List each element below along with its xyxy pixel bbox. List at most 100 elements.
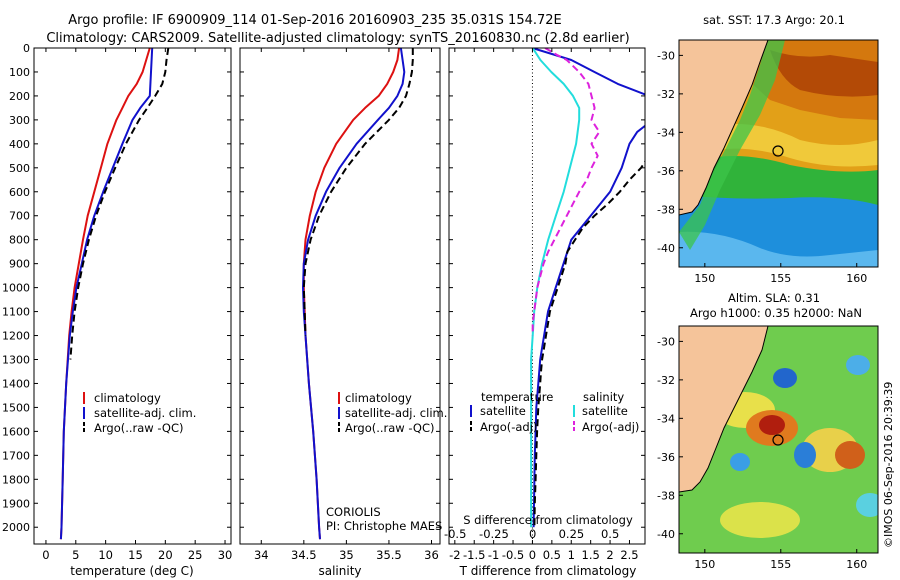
- sst-coast-strip: [679, 40, 785, 250]
- salinity-x-ticks: 34 34.5 35 35.5 36: [254, 48, 439, 562]
- s-diff-tick-label: -0.25: [479, 527, 509, 541]
- sst-lon-ticks: 150 155 160: [694, 263, 867, 285]
- sst-cold-patch: [679, 231, 878, 267]
- s-diff-tick-label: 0.25: [559, 527, 585, 541]
- legend-salinity-heading: salinity: [583, 390, 624, 404]
- depth-tick-label: 2000: [2, 521, 30, 534]
- depth-tick-label: 800: [9, 234, 30, 247]
- x-tick-label: 5: [72, 548, 79, 562]
- depth-tick-label: 1300: [2, 353, 30, 366]
- depth-tick-label: 0: [23, 42, 30, 55]
- lat-tick-label: -34: [657, 412, 675, 425]
- depth-tick-label: 100: [9, 66, 30, 79]
- depth-tick-label: 1500: [2, 401, 30, 414]
- lon-tick-label: 150: [694, 558, 715, 571]
- lat-tick-label: -40: [657, 528, 675, 541]
- temperature-lines: [59, 48, 170, 540]
- difference-lines: [530, 48, 645, 544]
- sla-map-content: [679, 326, 878, 553]
- depth-tick-label: 1700: [2, 449, 30, 462]
- sla-map-title-2: Argo h1000: 0.35 h2000: NaN: [690, 306, 862, 320]
- depth-tick-label: 600: [9, 186, 30, 199]
- lat-tick-label: -32: [657, 88, 675, 101]
- sla-lat-ticks: -30 -32 -34 -36 -38 -40: [657, 335, 683, 541]
- t-difference-xlabel: T difference from climatology: [459, 564, 637, 578]
- s-diff-tick-label: -0.5: [444, 527, 466, 541]
- difference-legend: temperature salinity satellite Argo(-adj…: [470, 390, 639, 434]
- x-tick-label: 1: [568, 548, 575, 562]
- difference-panel: -2 -1.5 -1 -0.5 0 0.5 1 1.5 2 2.5 -0.5 -0.25 0 0.25 0…: [444, 47, 646, 578]
- x-tick-label: 2.5: [620, 548, 638, 562]
- s-difference-ticks: -0.5 -0.25 0 0.25 0.5: [444, 527, 619, 541]
- t-difference-x-ticks: -2 -1.5 -1 -0.5 0 0.5 1 1.5 2 2.5: [449, 48, 639, 562]
- x-tick-label: 34.5: [291, 548, 317, 562]
- lat-tick-label: -36: [657, 451, 675, 464]
- title-line-2: Climatology: CARS2009. Satellite-adjuste…: [46, 31, 629, 46]
- depth-tick-label: 500: [9, 162, 30, 175]
- legend-argo-label: Argo(..raw -QC): [94, 421, 184, 435]
- lat-tick-label: -40: [657, 242, 675, 255]
- sla-land: [679, 326, 769, 493]
- lon-tick-label: 160: [846, 272, 867, 285]
- x-tick-label: 25: [188, 548, 203, 562]
- series-line-argo-raw-qc: [302, 48, 414, 336]
- depth-tick-labels: 0 100 200 300 400 500 600 700 800 900 1000 1100 1200…: [2, 42, 645, 534]
- legend-climatology-label: climatology: [94, 391, 161, 405]
- x-tick-label: 36: [424, 548, 439, 562]
- lat-tick-label: -32: [657, 374, 675, 387]
- x-tick-label: -1: [488, 548, 499, 562]
- x-tick-label: 35: [339, 548, 354, 562]
- sla-blue-2: [794, 442, 816, 468]
- sla-blue-1: [773, 368, 797, 388]
- sla-orange-2: [835, 441, 865, 469]
- legend-argo-label: Argo(..raw -QC): [345, 421, 435, 435]
- temperature-panel: 0100200300400500600700800900100011001200…: [2, 42, 645, 578]
- x-tick-label: 35.5: [376, 548, 402, 562]
- series-line-climatology: [59, 48, 151, 540]
- sla-cyan-1: [856, 493, 878, 517]
- x-tick-label: 0: [42, 548, 49, 562]
- legend-s-argo-label: Argo(-adj): [582, 420, 639, 434]
- lon-tick-label: 155: [770, 558, 791, 571]
- depth-tick-label: 1400: [2, 377, 30, 390]
- x-tick-label: -0.5: [502, 548, 524, 562]
- difference-axes-frame: [448, 47, 646, 545]
- series-line-salinity-argo-adj: [531, 48, 601, 336]
- series-line-salinity-satellite: [530, 48, 581, 528]
- s-diff-tick-label: 0.5: [601, 527, 619, 541]
- sla-map-frame: [678, 325, 879, 554]
- depth-tick-label: 200: [9, 90, 30, 103]
- depth-tick-label: 1200: [2, 330, 30, 343]
- temperature-xlabel: temperature (deg C): [70, 564, 193, 578]
- depth-tick-label: 400: [9, 138, 30, 151]
- lat-tick-label: -34: [657, 126, 675, 139]
- x-tick-label: 15: [128, 548, 143, 562]
- annotation-coriolis: CORIOLIS: [326, 505, 381, 519]
- depth-tick-label: 1100: [2, 306, 30, 319]
- lat-tick-label: -30: [657, 49, 675, 62]
- sst-land: [679, 40, 769, 216]
- depth-tick-label: 300: [9, 114, 30, 127]
- x-tick-label: 0.5: [543, 548, 561, 562]
- legend-t-satellite-label: satellite: [480, 404, 526, 418]
- sst-light-band: [715, 124, 878, 167]
- x-tick-label: 10: [98, 548, 113, 562]
- depth-tick-label: 1000: [2, 282, 30, 295]
- sst-green-zone: [700, 156, 878, 207]
- series-line-satellite-adj-clim: [302, 48, 406, 540]
- legend-temperature-heading: temperature: [481, 390, 553, 404]
- s-difference-label: S difference from climatology: [463, 513, 633, 527]
- x-tick-label: -1.5: [463, 548, 485, 562]
- sst-hot-patch: [770, 50, 878, 97]
- x-tick-label: 20: [158, 548, 173, 562]
- x-tick-label: 34: [254, 548, 269, 562]
- annotation-pi: PI: Christophe MAES: [326, 519, 442, 533]
- legend-s-satellite-label: satellite: [582, 404, 628, 418]
- lat-tick-label: -36: [657, 165, 675, 178]
- depth-tick-label: 1800: [2, 473, 30, 486]
- sla-map: Altim. SLA: 0.31 Argo h1000: 0.35 h2000:…: [657, 291, 879, 571]
- sst-argo-marker: [772, 145, 784, 157]
- sst-map-title: sat. SST: 17.3 Argo: 20.1: [703, 13, 845, 27]
- legend-t-argo-label: Argo(-adj): [480, 420, 537, 434]
